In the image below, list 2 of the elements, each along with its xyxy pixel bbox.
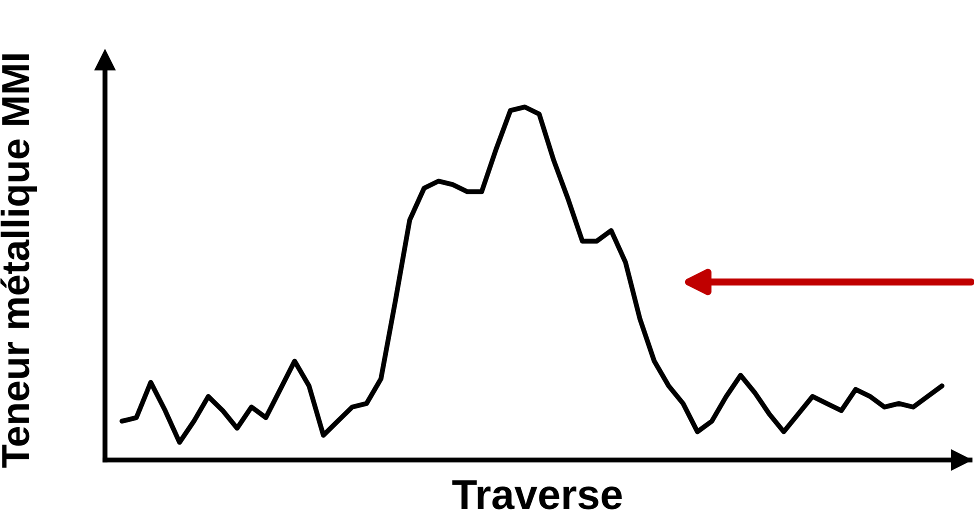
y-axis-title: Teneur métallique MMI (0, 54, 37, 468)
x-axis-title: Traverse (452, 480, 622, 510)
